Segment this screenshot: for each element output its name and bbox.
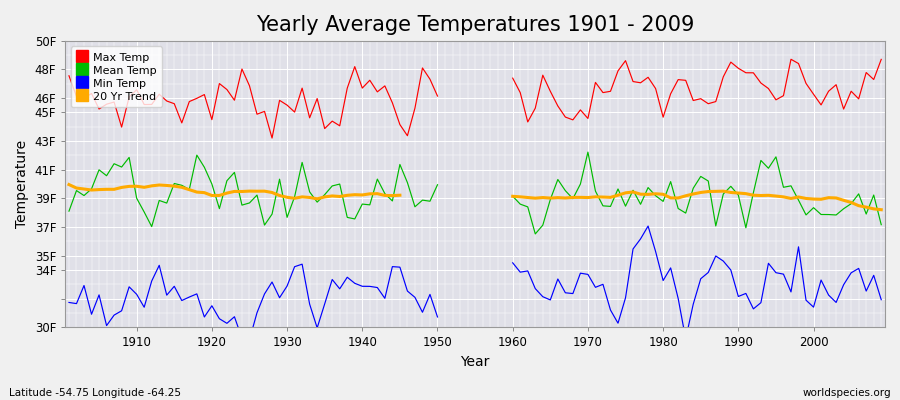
Y-axis label: Temperature: Temperature (15, 140, 29, 228)
Text: worldspecies.org: worldspecies.org (803, 388, 891, 398)
Legend: Max Temp, Mean Temp, Min Temp, 20 Yr Trend: Max Temp, Mean Temp, Min Temp, 20 Yr Tre… (71, 46, 162, 107)
X-axis label: Year: Year (461, 355, 490, 369)
Text: Latitude -54.75 Longitude -64.25: Latitude -54.75 Longitude -64.25 (9, 388, 181, 398)
Title: Yearly Average Temperatures 1901 - 2009: Yearly Average Temperatures 1901 - 2009 (256, 15, 694, 35)
